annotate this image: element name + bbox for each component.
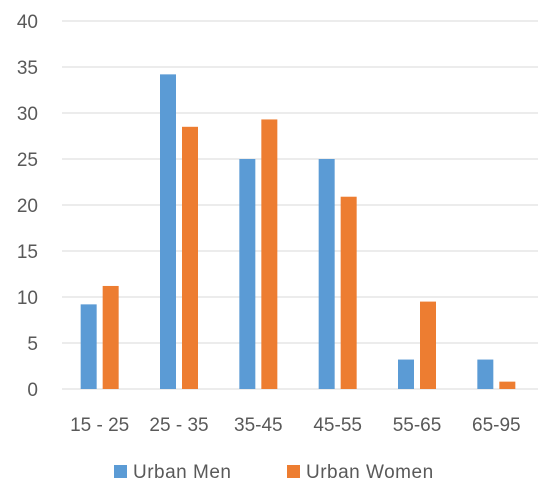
bar-urban-men-1 — [160, 74, 176, 390]
y-tick-label: 30 — [17, 104, 38, 125]
bar-urban-women-1 — [182, 126, 198, 390]
bar-urban-men-5 — [477, 359, 494, 389]
bar-urban-men-0 — [80, 304, 97, 389]
bar-urban-women-4 — [420, 301, 436, 389]
x-axis-ticks: 15 - 25 25 - 35 35-45 45-55 55-65 65-95 — [70, 415, 521, 436]
bar-urban-women-0 — [102, 285, 119, 389]
gridlines — [62, 20, 538, 390]
x-tick-label: 15 - 25 — [70, 415, 129, 436]
legend-swatch — [287, 465, 300, 478]
x-tick-label: 55-65 — [393, 415, 442, 436]
y-axis-ticks: 0 5 10 15 20 25 30 35 40 — [17, 12, 38, 401]
legend-label: Urban Men — [133, 462, 232, 483]
y-tick-label: 20 — [17, 196, 38, 217]
x-tick-label: 65-95 — [472, 415, 521, 436]
bar-urban-men-3 — [318, 159, 335, 389]
y-tick-label: 25 — [17, 150, 38, 171]
y-tick-label: 35 — [17, 58, 38, 79]
y-tick-label: 15 — [17, 242, 38, 263]
bar-urban-women-5 — [499, 381, 516, 389]
bar-urban-men-2 — [239, 159, 256, 389]
x-tick-label: 35-45 — [234, 415, 283, 436]
y-tick-label: 5 — [27, 334, 38, 355]
y-tick-label: 0 — [27, 380, 38, 401]
legend: Urban Men Urban Women — [114, 462, 434, 483]
x-tick-label: 45-55 — [313, 415, 362, 436]
legend-swatch — [114, 465, 127, 478]
legend-label: Urban Women — [306, 462, 434, 483]
x-tick-label: 25 - 35 — [149, 415, 208, 436]
y-tick-label: 40 — [17, 12, 38, 33]
bars — [80, 74, 516, 390]
bar-urban-women-2 — [261, 119, 278, 389]
bar-urban-women-3 — [340, 196, 357, 389]
y-tick-label: 10 — [17, 288, 38, 309]
bar-urban-men-4 — [398, 359, 414, 389]
